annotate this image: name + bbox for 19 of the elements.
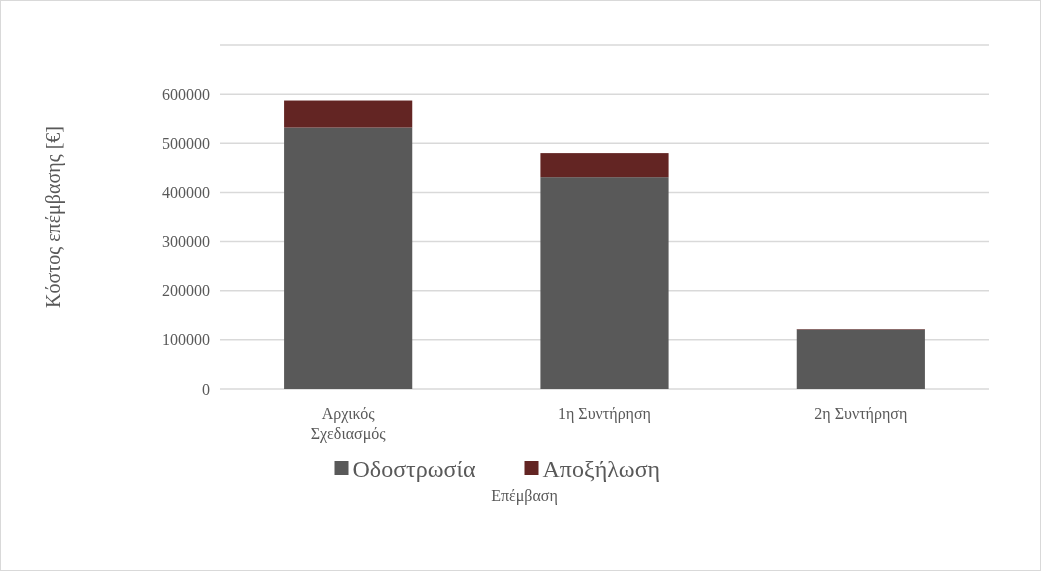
y-axis-title: Κόστος επέμβασης [€] bbox=[42, 126, 65, 308]
y-tick-label: 500000 bbox=[162, 134, 210, 152]
y-tick-label: 0 bbox=[202, 380, 210, 398]
x-axis-title: Επέμβαση bbox=[491, 487, 558, 505]
x-tick-label: 1η Συντήρηση bbox=[558, 405, 651, 423]
legend-label: Οδοστρωσία bbox=[352, 456, 476, 483]
bar bbox=[284, 127, 413, 389]
x-tick-label: Αρχικός Σχεδιασμός bbox=[310, 405, 387, 443]
y-tick-label: 100000 bbox=[162, 331, 210, 349]
bar bbox=[540, 177, 669, 389]
y-tick-label: 400000 bbox=[162, 184, 210, 202]
y-tick-label: 200000 bbox=[162, 282, 210, 300]
x-tick-label: 2η Συντήρηση bbox=[814, 405, 908, 423]
y-tick-label: 600000 bbox=[162, 85, 210, 103]
bar bbox=[540, 153, 669, 178]
legend-label: Αποξήλωση bbox=[542, 456, 661, 483]
bar bbox=[796, 329, 925, 389]
y-tick-label: 300000 bbox=[162, 233, 210, 251]
bar bbox=[284, 100, 413, 128]
